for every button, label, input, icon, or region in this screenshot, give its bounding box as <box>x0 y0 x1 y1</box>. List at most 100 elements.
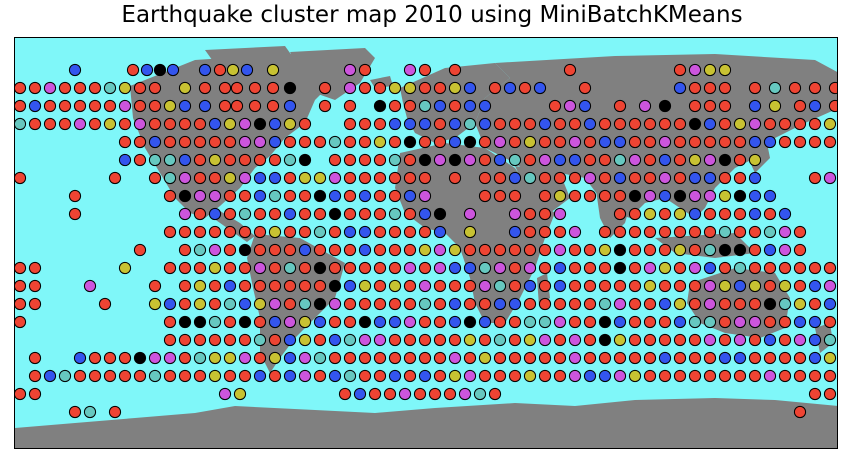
earthquake-marker <box>213 63 227 77</box>
earthquake-marker <box>313 243 327 257</box>
earthquake-marker <box>140 63 154 77</box>
earthquake-marker <box>568 351 582 365</box>
earthquake-marker <box>88 117 102 131</box>
earthquake-marker <box>718 99 732 113</box>
earthquake-marker <box>103 99 117 113</box>
earthquake-marker <box>733 135 747 149</box>
earthquake-marker <box>433 81 447 95</box>
earthquake-marker <box>148 135 162 149</box>
earthquake-marker <box>733 243 747 257</box>
earthquake-marker <box>793 279 807 293</box>
earthquake-marker <box>433 117 447 131</box>
earthquake-marker <box>688 243 702 257</box>
earthquake-marker <box>223 135 237 149</box>
earthquake-marker <box>613 297 627 311</box>
earthquake-marker <box>523 207 537 221</box>
earthquake-marker <box>208 243 222 257</box>
earthquake-marker <box>688 225 702 239</box>
earthquake-marker <box>373 99 387 113</box>
earthquake-marker <box>673 333 687 347</box>
earthquake-marker <box>328 261 342 275</box>
earthquake-marker <box>298 333 312 347</box>
earthquake-marker <box>238 279 252 293</box>
earthquake-marker <box>298 351 312 365</box>
earthquake-marker <box>548 99 562 113</box>
earthquake-marker <box>568 171 582 185</box>
earthquake-marker <box>358 279 372 293</box>
earthquake-marker <box>538 351 552 365</box>
earthquake-marker <box>718 369 732 383</box>
earthquake-marker <box>473 387 487 401</box>
earthquake-marker <box>673 117 687 131</box>
earthquake-marker <box>733 117 747 131</box>
earthquake-marker <box>598 333 612 347</box>
earthquake-marker <box>748 225 762 239</box>
earthquake-marker <box>403 99 417 113</box>
earthquake-marker <box>178 135 192 149</box>
earthquake-marker <box>538 171 552 185</box>
earthquake-marker <box>643 225 657 239</box>
earthquake-marker <box>403 117 417 131</box>
earthquake-marker <box>538 225 552 239</box>
earthquake-marker <box>508 369 522 383</box>
earthquake-marker <box>318 99 332 113</box>
earthquake-marker <box>793 351 807 365</box>
earthquake-marker <box>358 135 372 149</box>
earthquake-marker <box>748 171 762 185</box>
earthquake-marker <box>343 207 357 221</box>
earthquake-marker <box>118 117 132 131</box>
earthquake-marker <box>373 117 387 131</box>
earthquake-marker <box>328 333 342 347</box>
earthquake-marker <box>508 297 522 311</box>
earthquake-marker <box>598 315 612 329</box>
earthquake-marker <box>748 243 762 257</box>
earthquake-marker <box>230 99 244 113</box>
earthquake-marker <box>208 153 222 167</box>
earthquake-marker <box>103 117 117 131</box>
earthquake-marker <box>28 279 42 293</box>
earthquake-marker <box>718 333 732 347</box>
earthquake-marker <box>628 207 642 221</box>
earthquake-marker <box>463 81 477 95</box>
earthquake-marker <box>658 117 672 131</box>
earthquake-marker <box>343 243 357 257</box>
earthquake-marker <box>733 153 747 167</box>
earthquake-marker <box>583 171 597 185</box>
earthquake-marker <box>568 297 582 311</box>
earthquake-marker <box>718 279 732 293</box>
earthquake-marker <box>358 153 372 167</box>
earthquake-marker <box>403 81 417 95</box>
earthquake-marker <box>823 171 837 185</box>
earthquake-marker <box>718 297 732 311</box>
earthquake-marker <box>508 189 522 203</box>
earthquake-marker <box>283 333 297 347</box>
earthquake-marker <box>358 225 372 239</box>
earthquake-marker <box>28 99 42 113</box>
earthquake-marker <box>198 63 212 77</box>
earthquake-marker <box>223 117 237 131</box>
earthquake-marker <box>568 261 582 275</box>
earthquake-marker <box>718 225 732 239</box>
earthquake-marker <box>403 369 417 383</box>
earthquake-marker <box>193 351 207 365</box>
earthquake-marker <box>823 297 837 311</box>
earthquake-marker <box>223 225 237 239</box>
earthquake-marker <box>343 279 357 293</box>
land-arctic-islands <box>205 46 295 68</box>
earthquake-marker <box>478 333 492 347</box>
earthquake-marker <box>283 297 297 311</box>
earthquake-marker <box>388 99 402 113</box>
earthquake-marker <box>568 189 582 203</box>
earthquake-marker <box>568 333 582 347</box>
earthquake-marker <box>718 135 732 149</box>
earthquake-marker <box>15 81 27 95</box>
earthquake-marker <box>538 369 552 383</box>
earthquake-marker <box>518 81 532 95</box>
earthquake-marker <box>403 225 417 239</box>
earthquake-marker <box>493 243 507 257</box>
earthquake-marker <box>643 297 657 311</box>
earthquake-marker <box>673 171 687 185</box>
earthquake-marker <box>703 279 717 293</box>
earthquake-marker <box>688 135 702 149</box>
earthquake-marker <box>613 315 627 329</box>
